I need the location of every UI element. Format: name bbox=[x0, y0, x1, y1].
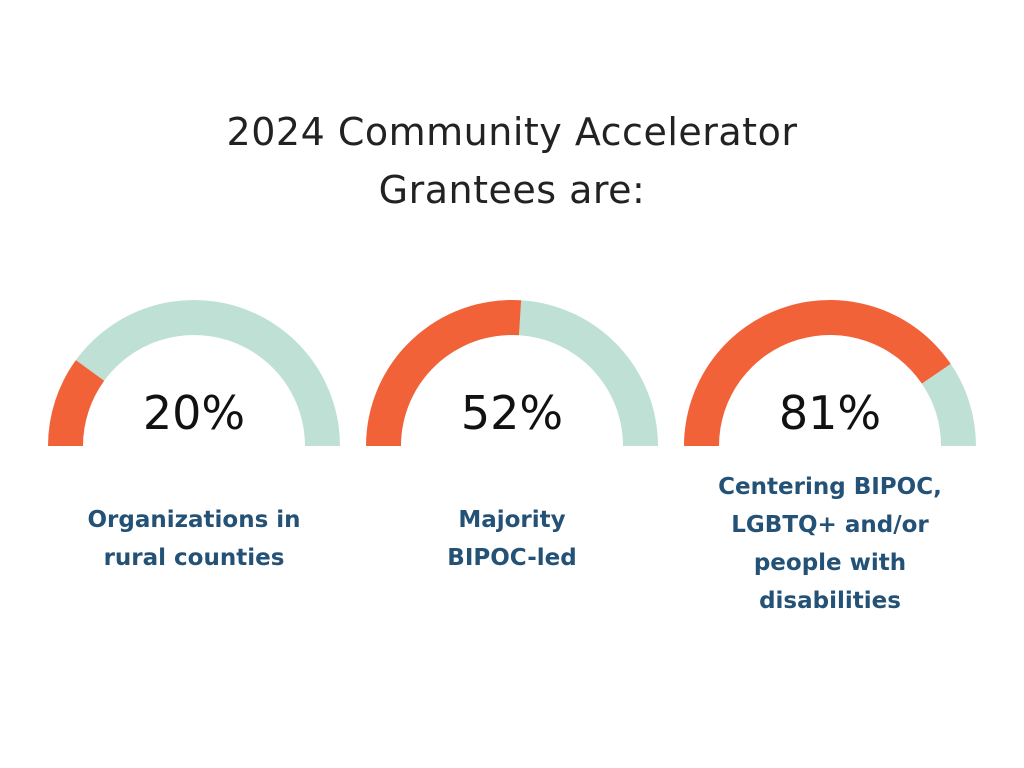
gauge-value-label: 52% bbox=[461, 386, 563, 440]
gauge-label-rural: Organizations in rural counties bbox=[44, 501, 344, 577]
page-title: 2024 Community Accelerator Grantees are: bbox=[0, 103, 1024, 219]
gauge-value-label: 20% bbox=[143, 386, 245, 440]
label-line: LGBTQ+ and/or bbox=[731, 512, 929, 538]
title-line-2: Grantees are: bbox=[378, 168, 646, 212]
label-line: people with bbox=[753, 550, 907, 576]
label-line: rural counties bbox=[103, 545, 285, 571]
gauge-remaining-arc bbox=[921, 363, 976, 446]
label-line: Majority bbox=[458, 507, 566, 533]
label-line: BIPOC-led bbox=[447, 545, 577, 571]
gauge-remaining-arc bbox=[75, 300, 341, 446]
gauge-value-arc bbox=[684, 299, 951, 446]
gauge-value-label: 81% bbox=[779, 386, 881, 440]
label-line: Centering BIPOC, bbox=[718, 474, 942, 500]
title-line-1: 2024 Community Accelerator bbox=[226, 110, 798, 154]
gauge-label-centering: Centering BIPOC, LGBTQ+ and/or people wi… bbox=[680, 468, 980, 620]
label-line: disabilities bbox=[759, 588, 901, 614]
gauge-label-bipoc-led: Majority BIPOC-led bbox=[362, 501, 662, 577]
label-line: Organizations in bbox=[87, 507, 301, 533]
gauge-value-arc bbox=[366, 300, 522, 446]
gauge-value-arc bbox=[48, 360, 105, 446]
gauge-remaining-arc bbox=[518, 300, 658, 446]
